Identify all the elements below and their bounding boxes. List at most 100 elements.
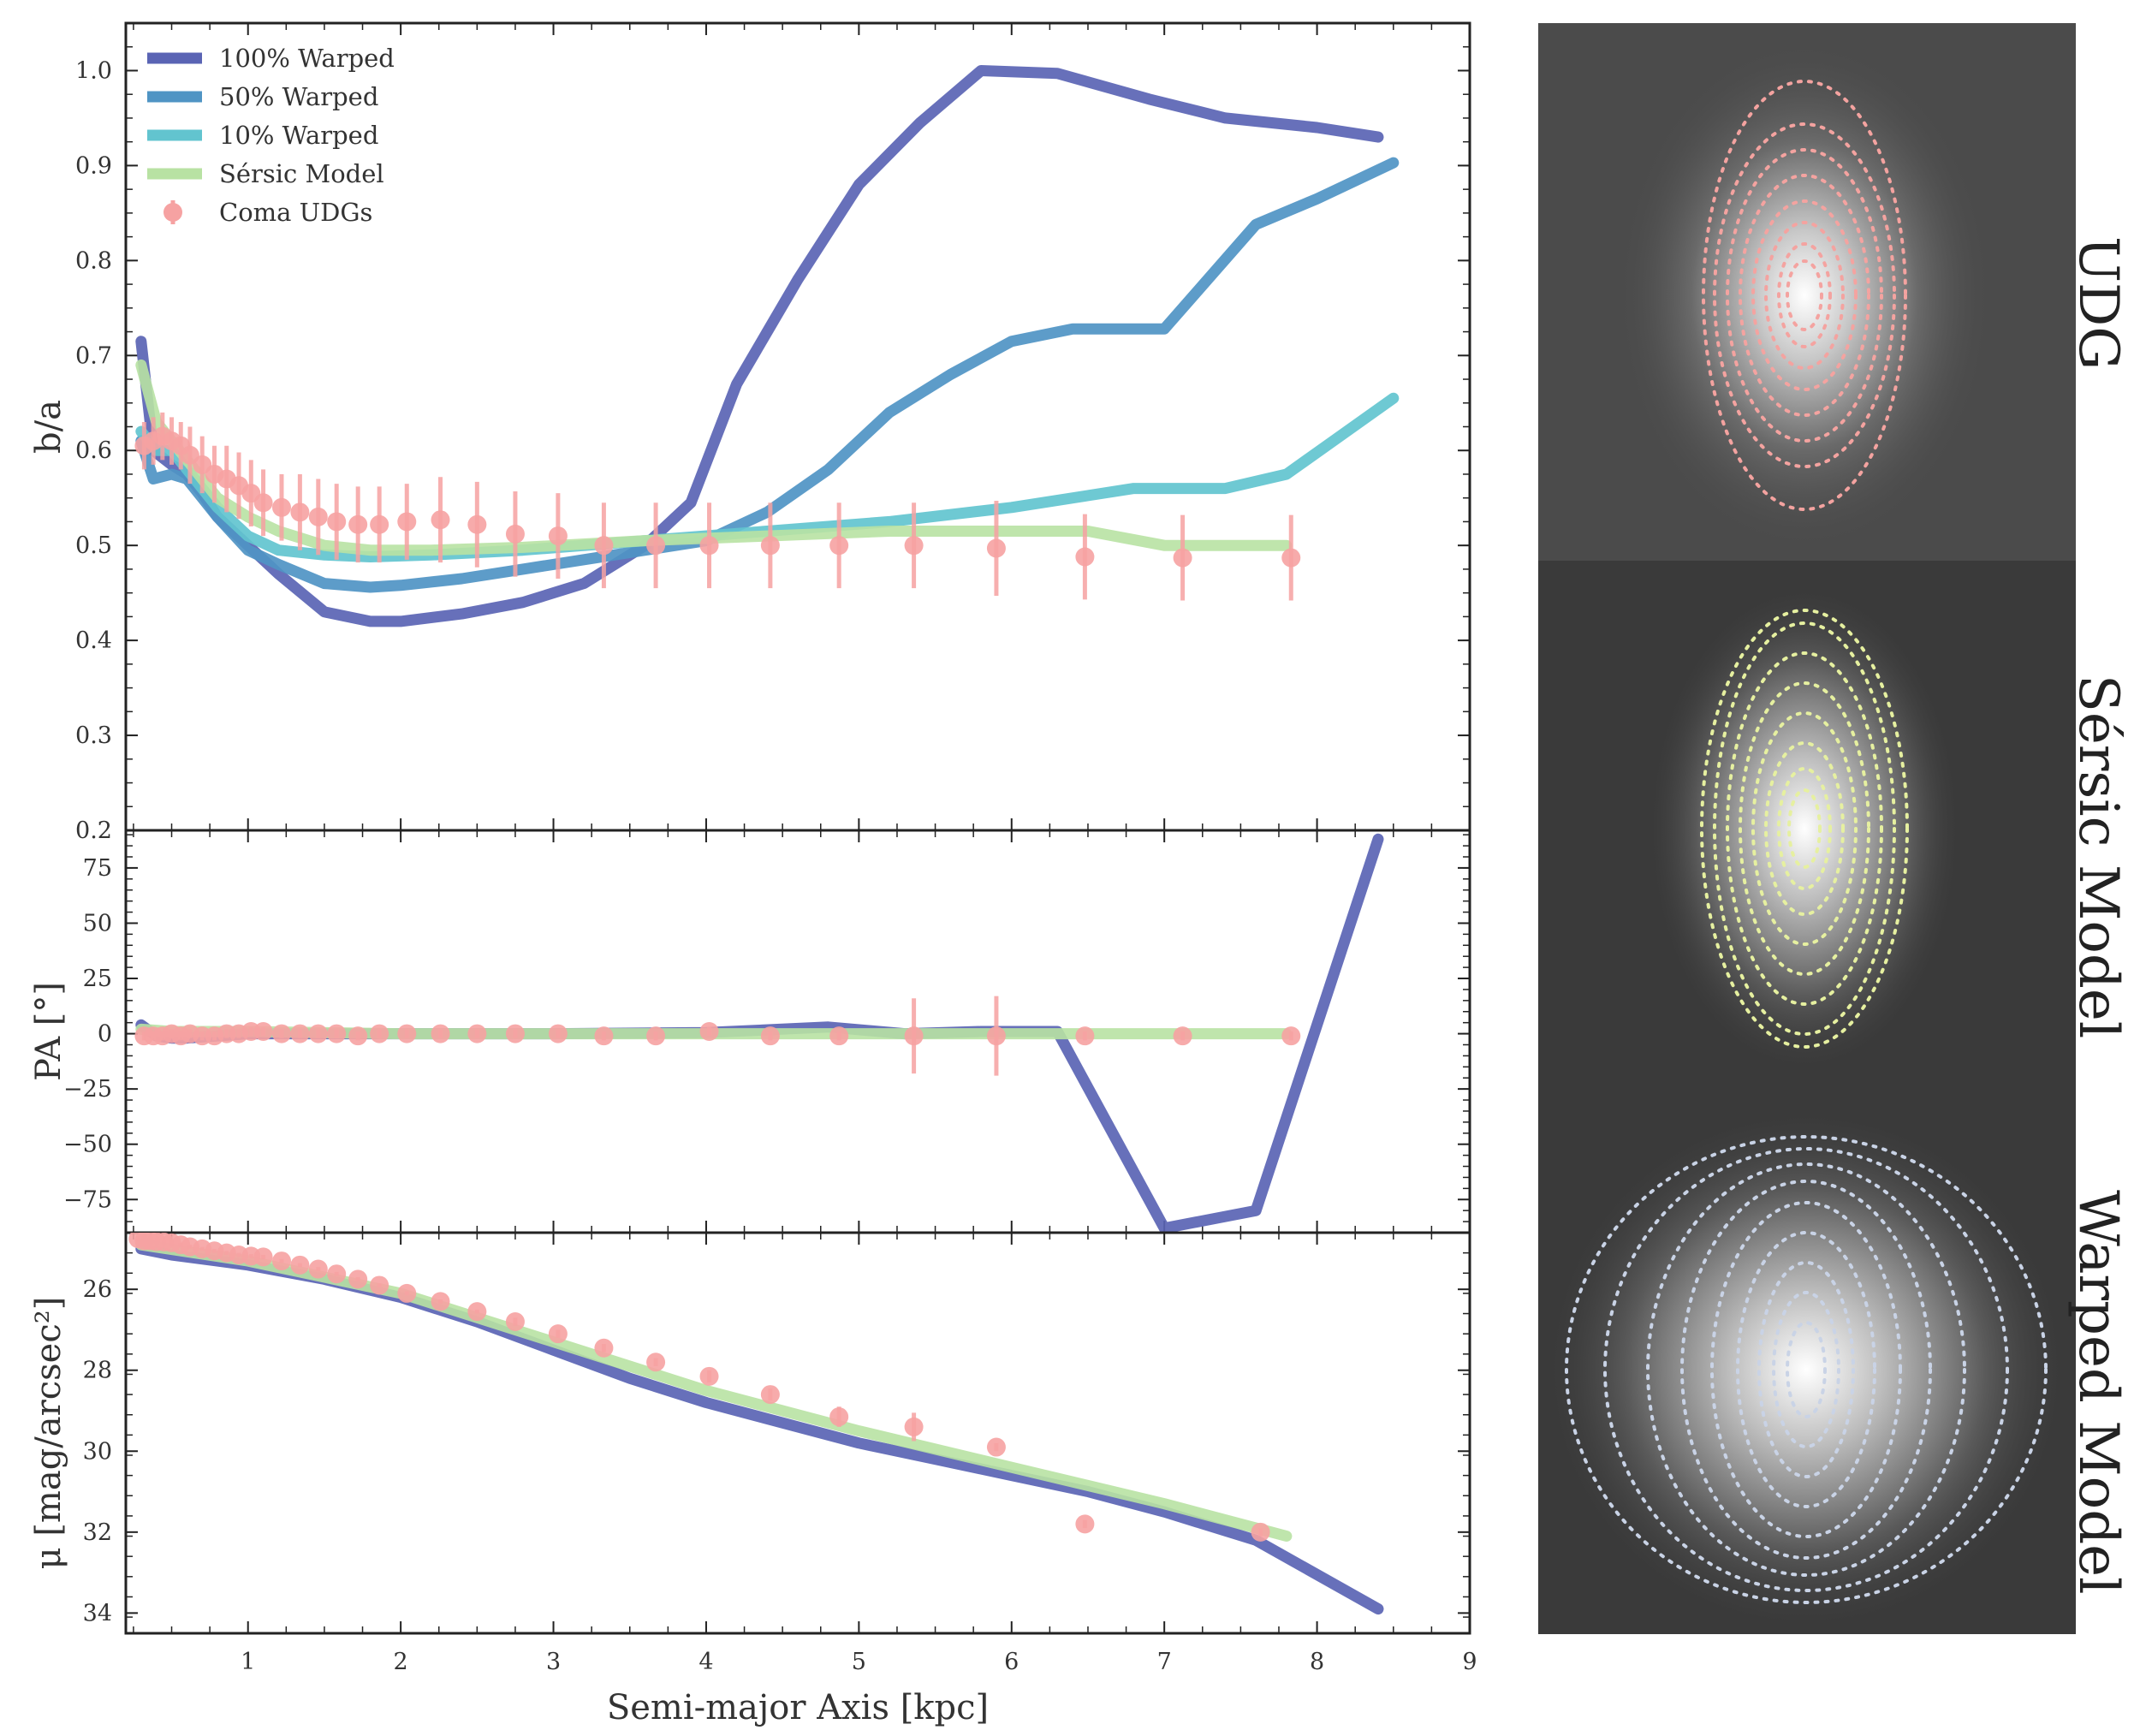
ba-point-coma-udgs — [467, 515, 486, 534]
mu-ytick-label: 32 — [83, 1519, 112, 1546]
mu-y-axis-label: μ [mag/arcsec²] — [29, 1297, 68, 1570]
mu-xtick-label: 1 — [241, 1649, 255, 1675]
image-panel-udg — [1538, 23, 2076, 561]
pa-panel: 75 50 25 0 −25 −50 −75 PA [°] — [29, 830, 1470, 1233]
mu-xtick-label: 3 — [546, 1649, 561, 1675]
mu-point-coma-udgs — [1075, 1514, 1094, 1533]
pa-ytick-label: 0 — [98, 1021, 112, 1048]
ba-ytick-label: 0.8 — [75, 247, 112, 274]
mu-line-s-rsic-model — [141, 1245, 1287, 1536]
pa-point-coma-udgs — [829, 1026, 848, 1045]
mu-xtick-label: 5 — [852, 1649, 866, 1675]
pa-point-coma-udgs — [987, 1026, 1006, 1045]
ba-ytick-label: 0.9 — [75, 152, 112, 179]
ba-point-coma-udgs — [549, 526, 568, 545]
legend-label-100-warped: 100% Warped — [219, 44, 395, 73]
pa-point-coma-udgs — [327, 1025, 346, 1043]
ba-point-coma-udgs — [254, 493, 273, 512]
mu-ytick-label: 34 — [83, 1600, 112, 1626]
mu-line-100-warped — [141, 1249, 1378, 1609]
pa-point-coma-udgs — [549, 1025, 568, 1043]
pa-point-coma-udgs — [1174, 1026, 1192, 1045]
ba-point-coma-udgs — [309, 508, 328, 526]
mu-xtick-label: 9 — [1462, 1649, 1477, 1675]
image-panel-sersic — [1538, 561, 2076, 1097]
mu-xtick-label: 8 — [1310, 1649, 1324, 1675]
ba-point-coma-udgs — [761, 536, 780, 555]
mu-xtick-label: 2 — [394, 1649, 408, 1675]
mu-point-coma-udgs — [397, 1284, 416, 1303]
mu-point-coma-udgs — [700, 1367, 719, 1386]
ba-point-coma-udgs — [1075, 547, 1094, 566]
pa-ytick-label: 50 — [83, 910, 112, 936]
panel-label-udg: UDG — [2066, 236, 2130, 370]
ba-ytick-label: 0.5 — [75, 532, 112, 559]
pa-point-coma-udgs — [467, 1025, 486, 1043]
mu-point-coma-udgs — [829, 1407, 848, 1426]
pa-point-coma-udgs — [370, 1025, 389, 1043]
mu-point-coma-udgs — [905, 1418, 924, 1436]
ba-point-coma-udgs — [348, 515, 367, 534]
pa-point-coma-udgs — [761, 1026, 780, 1045]
mu-point-coma-udgs — [290, 1256, 309, 1275]
pa-data — [134, 839, 1378, 1228]
pa-point-coma-udgs — [700, 1022, 719, 1041]
ba-point-coma-udgs — [272, 498, 291, 517]
mu-point-coma-udgs — [1251, 1523, 1270, 1542]
ba-point-coma-udgs — [987, 539, 1006, 558]
mu-xtick-label: 4 — [698, 1649, 713, 1675]
ba-ytick-label: 0.2 — [75, 817, 112, 844]
image-panel-warped — [1538, 1097, 2076, 1634]
pa-ytick-label: −25 — [63, 1076, 112, 1103]
ba-y-axis-label: b/a — [29, 400, 68, 454]
ba-ytick-label: 0.3 — [75, 722, 112, 749]
mu-point-coma-udgs — [370, 1275, 389, 1294]
mu-xtick-label: 6 — [1004, 1649, 1019, 1675]
ba-point-coma-udgs — [327, 512, 346, 531]
mu-point-coma-udgs — [467, 1302, 486, 1321]
ba-point-coma-udgs — [290, 502, 309, 521]
mu-point-coma-udgs — [987, 1438, 1006, 1457]
pa-point-coma-udgs — [594, 1026, 613, 1045]
legend: 100% Warped 50% Warped 10% Warped Sérsic Mo… — [147, 44, 395, 227]
legend-label-10-warped: 10% Warped — [219, 121, 378, 150]
mu-point-coma-udgs — [594, 1339, 613, 1358]
pa-ytick-label: 25 — [83, 966, 112, 992]
pa-point-coma-udgs — [397, 1025, 416, 1043]
ba-ytick-label: 0.4 — [75, 627, 112, 654]
mu-point-coma-udgs — [348, 1269, 367, 1288]
pa-point-coma-udgs — [506, 1025, 525, 1043]
pa-point-coma-udgs — [348, 1026, 367, 1045]
legend-marker-coma-udgs — [163, 203, 182, 222]
panel-label-sersic: Sérsic Model — [2066, 675, 2130, 1038]
x-axis-label: Semi-major Axis [kpc] — [607, 1688, 989, 1727]
pa-point-coma-udgs — [905, 1026, 924, 1045]
pa-point-coma-udgs — [290, 1025, 309, 1043]
panel-label-warped: Warped Model — [2066, 1190, 2130, 1595]
mu-point-coma-udgs — [254, 1247, 273, 1266]
pa-point-coma-udgs — [646, 1026, 665, 1045]
pa-y-axis-label: PA [°] — [29, 982, 68, 1081]
legend-label-s-rsic-model: Sérsic Model — [219, 159, 384, 188]
mu-frame — [126, 1233, 1470, 1633]
mu-ytick-label: 26 — [83, 1276, 112, 1303]
mu-point-coma-udgs — [506, 1312, 525, 1331]
mu-point-coma-udgs — [309, 1260, 328, 1279]
ba-point-coma-udgs — [1281, 549, 1300, 568]
pa-point-coma-udgs — [1281, 1026, 1300, 1045]
mu-point-coma-udgs — [431, 1292, 450, 1311]
pa-ytick-label: 75 — [83, 855, 112, 882]
pa-point-coma-udgs — [1075, 1026, 1094, 1045]
mu-point-coma-udgs — [761, 1385, 780, 1404]
mu-point-coma-udgs — [327, 1264, 346, 1283]
mu-point-coma-udgs — [272, 1251, 291, 1270]
ba-point-coma-udgs — [431, 510, 450, 529]
mu-ytick-label: 30 — [83, 1438, 112, 1465]
mu-ytick-label: 28 — [83, 1358, 112, 1384]
pa-ytick-label: −50 — [63, 1132, 112, 1158]
mu-point-coma-udgs — [549, 1324, 568, 1343]
ba-point-coma-udgs — [506, 525, 525, 544]
mu-point-coma-udgs — [646, 1353, 665, 1371]
ba-ytick-label: 1.0 — [75, 57, 112, 84]
ba-ytick-label: 0.6 — [75, 437, 112, 464]
